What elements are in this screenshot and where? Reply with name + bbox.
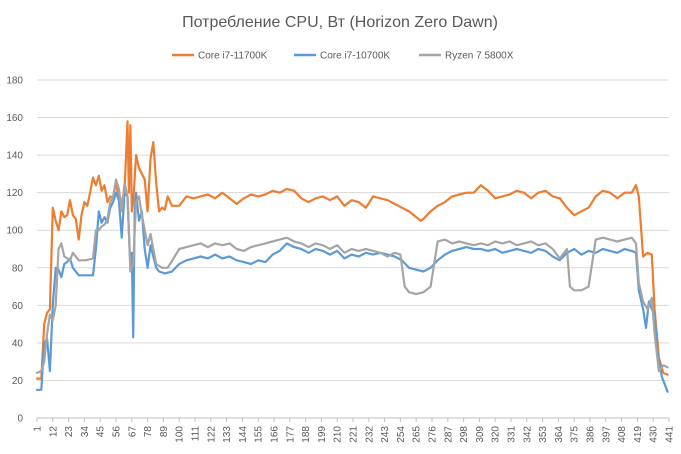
x-tick-label: 221 [349,426,360,443]
x-tick-label: 254 [396,426,407,443]
x-tick-label: 287 [443,426,454,443]
y-axis-ticks: 0 20 40 60 80 100 120 140 160 180 [6,76,23,425]
x-tick-label: 309 [475,426,486,443]
x-tick-label: 397 [601,426,612,443]
chart-title: Потребление CPU, Вт (Horizon Zero Dawn) [182,14,498,31]
x-tick-label: 67 [127,426,138,438]
x-tick-label: 56 [112,426,123,438]
x-tick-label: 199 [317,426,328,443]
x-tick-label: 430 [649,426,660,443]
y-tick-label: 80 [12,263,24,274]
series-lines [35,120,669,393]
x-tick-label: 276 [428,426,439,443]
x-tick-label: 342 [522,426,533,443]
legend-label: Core i7-10700K [320,51,390,62]
series-line [35,178,669,374]
x-tick-label: 331 [507,426,518,443]
x-tick-label: 265 [412,426,423,443]
x-tick-label: 232 [364,426,375,443]
x-tick-label: 111 [191,426,202,442]
x-tick-label: 408 [617,426,628,443]
legend: Core i7-11700K Core i7-10700K Ryzen 7 5800… [172,51,514,62]
x-tick-label: 122 [206,426,217,443]
series-line [35,120,669,380]
y-tick-label: 60 [12,301,24,312]
x-tick-label: 386 [586,426,597,443]
x-tick-label: 34 [80,426,91,438]
x-tick-label: 353 [538,426,549,443]
legend-label: Core i7-11700K [198,51,268,62]
y-tick-label: 140 [6,151,23,162]
x-tick-label: 78 [143,426,154,438]
x-tick-label: 375 [570,426,581,443]
x-tick-label: 89 [159,426,170,438]
x-tick-label: 166 [270,426,281,443]
y-tick-label: 0 [17,414,23,425]
y-tick-label: 40 [12,338,24,349]
y-tick-label: 20 [12,376,24,387]
x-tick-label: 441 [665,426,676,443]
x-tick-label: 298 [459,426,470,443]
x-tick-label: 419 [633,426,644,443]
x-tick-label: 188 [301,426,312,443]
y-tick-label: 120 [6,188,23,199]
y-tick-label: 180 [6,76,23,87]
y-tick-label: 100 [6,226,23,237]
x-tick-label: 243 [380,426,391,443]
x-tick-label: 177 [285,426,296,443]
x-tick-label: 1 [33,426,44,432]
x-tick-label: 45 [96,426,107,438]
legend-label: Ryzen 7 5800X [445,51,514,62]
x-tick-label: 210 [333,426,344,443]
x-tick-label: 12 [48,426,59,438]
gridlines [37,79,669,419]
x-tick-label: 133 [222,426,233,443]
x-tick-label: 364 [554,426,565,443]
x-tick-label: 320 [491,426,502,443]
x-tick-label: 100 [175,426,186,443]
x-axis-ticks: 1 12 23 34 45 56 67 78 89 100 111 122 133 144 155 166 17… [33,418,676,443]
x-tick-label: 155 [254,426,265,443]
x-tick-label: 144 [238,426,249,443]
y-tick-label: 160 [6,113,23,124]
x-tick-label: 23 [64,426,75,438]
series-line [35,191,669,393]
